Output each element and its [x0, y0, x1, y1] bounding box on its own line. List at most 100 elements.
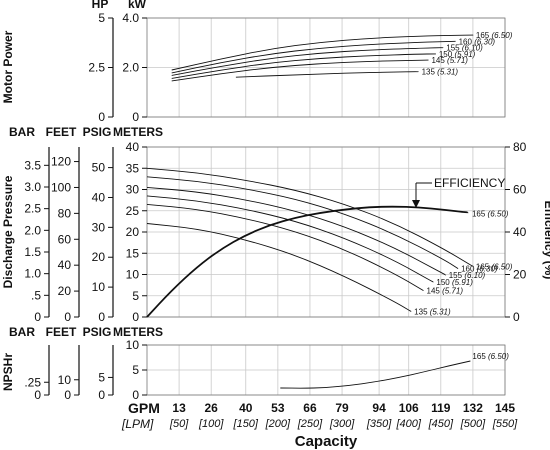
efficiency-curve: [146, 205, 469, 318]
lpm-tick-label: [450]: [428, 418, 454, 430]
bar-axis-tick-label: 1.0: [24, 267, 41, 281]
npsh-curve-label-value: 165: [472, 352, 488, 361]
npsh-curve-165: [280, 360, 471, 389]
power-curve-label-150-value: 150: [439, 50, 455, 59]
pressure-curve-155: [146, 186, 447, 276]
npsh-curve-label-metric: (6.50): [488, 352, 509, 361]
kw-axis-tick-label: 4.0: [122, 11, 139, 25]
feet-axis-tick-label: 80: [58, 206, 72, 220]
npsh-curve-label-165: 165 (6.50): [472, 352, 509, 361]
pressure-curve-165: [146, 167, 474, 267]
pressure-curve-label-165: 165 (6.50): [476, 262, 513, 271]
power-curve-label-145-value: 145: [431, 56, 447, 65]
meters-axis-tick-label: 35: [126, 161, 140, 175]
power-curve-150: [171, 53, 436, 79]
feet-axis-unit: FEET: [46, 125, 77, 139]
gpm-tick-label: 106: [399, 401, 419, 415]
meters-axis-npsh-unit: METERS: [113, 325, 163, 339]
npshr-label: NPSHr: [1, 353, 15, 391]
feet-axis-tick-label: 0: [64, 310, 71, 324]
feet-axis-tick-label: 100: [51, 180, 71, 194]
psig-axis-tick-label: 20: [92, 250, 106, 264]
feet-axis-tick-label: 120: [51, 155, 71, 169]
pressure-curve-label-145-value: 145: [427, 287, 443, 296]
power-curve-label-155: 155 (6.10): [446, 44, 483, 53]
hp-axis-tick-label: 0: [98, 110, 105, 124]
power-curve-label-135-metric: (5.31): [437, 68, 458, 77]
efficiency-axis-tick-label: 40: [513, 225, 527, 239]
bar-axis-tick-label: 2.0: [24, 223, 41, 237]
bar-axis-tick-label: 3.0: [24, 180, 41, 194]
pressure-curve-160: [146, 176, 459, 269]
power-curve-label-135: 135 (5.31): [422, 68, 459, 77]
meters-axis-tick-label: 0: [132, 310, 139, 324]
power-curve-label-150-metric: (5.91): [454, 50, 475, 59]
feet-axis-tick-label: 60: [58, 232, 72, 246]
efficiency-curve-label-value: 165: [472, 209, 488, 218]
gpm-tick-label: 13: [172, 401, 186, 415]
pressure-curve-label-165-metric: (6.50): [491, 262, 512, 271]
lpm-tick-label: [50]: [169, 418, 189, 430]
power-curve-135: [235, 71, 420, 78]
bar-axis-tick-label: 2.5: [24, 202, 41, 216]
capacity-axis-title: Capacity: [295, 433, 358, 450]
efficiency-axis-label: Efficiency (%): [542, 201, 550, 280]
power-curve-label-160-metric: (6.30): [474, 37, 495, 46]
lpm-tick-label: [100]: [198, 418, 224, 430]
psig-axis-tick-label: 10: [92, 280, 106, 294]
meters-axis-npsh-tick-label: 5: [132, 363, 139, 377]
bar-axis-unit: BAR: [9, 125, 35, 139]
power-curve-label-160: 160 (6.30): [459, 37, 496, 46]
bar-axis-tick-label: 3.5: [24, 158, 41, 172]
power-curve-165: [171, 34, 474, 71]
lpm-tick-label: [500]: [460, 418, 486, 430]
pressure-curve-label-165-value: 165: [476, 262, 492, 271]
pressure-curve-label-155-metric: (6.10): [464, 271, 485, 280]
power-curve-label-155-metric: (6.10): [462, 44, 483, 53]
meters-axis-tick-label: 15: [126, 246, 140, 260]
meters-axis-unit: METERS: [113, 125, 163, 139]
meters-axis-tick-label: 25: [126, 204, 140, 218]
feet-axis-tick-label: 20: [58, 284, 72, 298]
lpm-tick-label: [200]: [265, 418, 291, 430]
meters-axis-npsh-tick-label: 10: [126, 338, 140, 352]
power-curve-label-145: 145 (5.71): [431, 56, 468, 65]
power-curve-label-165-value: 165: [476, 31, 492, 40]
meters-axis-tick-label: 5: [132, 289, 139, 303]
power-curve-155: [171, 47, 444, 76]
gpm-tick-label: 119: [431, 401, 451, 415]
efficiency-curve-label-metric: (6.50): [488, 209, 509, 218]
efficiency-axis-tick-label: 20: [513, 268, 527, 282]
gpm-tick-label: 26: [205, 401, 219, 415]
efficiency-axis-tick-label: 80: [513, 140, 527, 154]
power-curve-145: [171, 59, 429, 82]
gpm-tick-label: 94: [372, 401, 386, 415]
power-curve-160: [171, 40, 456, 74]
lpm-tick-label: [350]: [366, 418, 392, 430]
pressure-curve-label-145: 145 (5.71): [427, 287, 464, 296]
bar-axis-npsh-tick-label: .25: [24, 375, 41, 389]
pressure-curve-label-160-value: 160: [461, 265, 477, 274]
pressure-curve-label-150-metric: (5.91): [452, 278, 473, 287]
pressure-curve-label-135-metric: (5.31): [430, 307, 451, 316]
lpm-tick-label: [250]: [297, 418, 323, 430]
psig-axis-tick-label: 50: [92, 161, 106, 175]
efficiency-curve-label: 165 (6.50): [472, 209, 509, 218]
hp-axis-tick-label: 2.5: [88, 61, 105, 75]
psig-axis-tick-label: 30: [92, 220, 106, 234]
pressure-curve-label-135: 135 (5.31): [414, 307, 451, 316]
meters-axis-tick-label: 10: [126, 268, 140, 282]
gpm-tick-label: 145: [495, 401, 515, 415]
psig-axis-tick-label: 40: [92, 190, 106, 204]
pressure-curve-label-150: 150 (5.91): [436, 278, 473, 287]
psig-axis-unit: PSIG: [83, 125, 112, 139]
power-curve-label-165: 165 (6.50): [476, 31, 513, 40]
meters-axis-tick-label: 40: [126, 140, 140, 154]
feet-axis-tick-label: 40: [58, 258, 72, 272]
pressure-curve-label-160: 160 (6.30): [461, 265, 498, 274]
power-curve-label-135-value: 135: [422, 68, 438, 77]
feet-axis-npsh-unit: FEET: [46, 325, 77, 339]
pressure-curve-label-150-value: 150: [436, 278, 452, 287]
pressure-curve-135: [146, 223, 412, 312]
pressure-curve-label-155-value: 155: [449, 271, 465, 280]
